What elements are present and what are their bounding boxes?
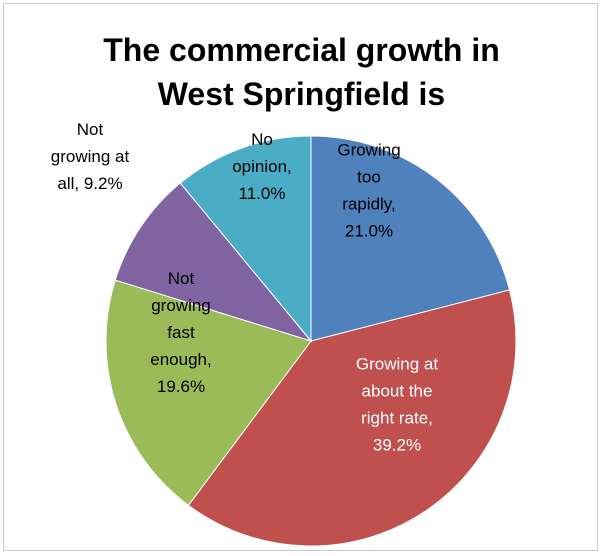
chart-title: The commercial growth in West Springfiel… [0, 28, 603, 116]
slice-label-1-line-0: Growing at [356, 355, 438, 374]
pie-slice-4 [179, 135, 312, 343]
slice-label-3-line-1: growing at [51, 147, 130, 166]
slice-label-2-line-3: enough, [150, 350, 211, 369]
slice-label-2-line-4: 19.6% [157, 377, 205, 396]
pie-slice-1 [187, 289, 517, 547]
slice-label-4: No opinion, 11.0% [232, 130, 292, 203]
slice-label-0-line-2: rapidly, [342, 195, 396, 214]
slice-label-1-line-3: 39.2% [373, 436, 421, 455]
slice-label-0: Growing too rapidly, 21.0% [337, 141, 400, 241]
slice-label-4-line-1: opinion, [232, 157, 292, 176]
slice-label-2-line-1: growing [151, 296, 211, 315]
pie-slice-0 [310, 135, 511, 342]
slice-label-2-line-2: fast [167, 323, 195, 342]
slice-label-1-line-2: right rate, [361, 409, 433, 428]
slice-label-3-line-0: Not [77, 120, 104, 139]
pie-slice-2 [105, 279, 312, 507]
slice-label-0-line-3: 21.0% [345, 222, 393, 241]
slice-label-2: Not growing fast enough, 19.6% [150, 269, 211, 396]
slice-label-0-line-0: Growing [337, 141, 400, 160]
chart-title-line-1: The commercial growth in [103, 32, 500, 68]
slice-label-1-line-1: about the [362, 382, 433, 401]
pie-slice-3 [114, 182, 313, 342]
slice-label-0-line-1: too [357, 168, 381, 187]
chart-title-line-2: West Springfield is [157, 76, 446, 112]
slice-label-1: Growing at about the right rate, 39.2% [356, 355, 438, 455]
slice-label-3-line-2: all, 9.2% [57, 174, 122, 193]
slice-label-3: Not growing at all, 9.2% [51, 120, 130, 193]
slice-label-2-line-0: Not [168, 269, 195, 288]
slice-label-4-line-2: 11.0% [239, 184, 286, 203]
slice-label-4-line-0: No [251, 130, 273, 149]
